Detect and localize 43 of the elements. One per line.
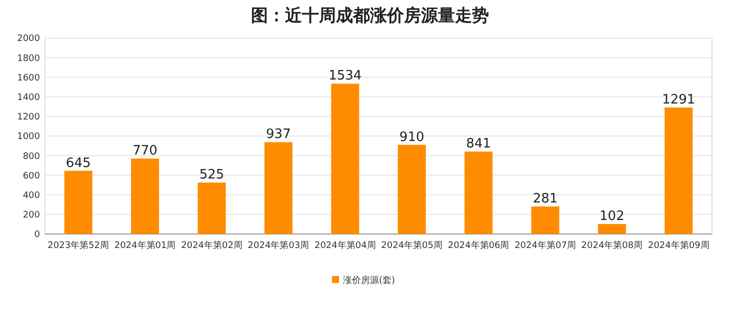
y-tick-label: 2000: [17, 34, 40, 44]
y-tick-label: 800: [22, 152, 40, 162]
chart-title: 图：近十周成都涨价房源量走势: [251, 6, 489, 26]
bar: [64, 170, 92, 234]
bar: [131, 158, 160, 234]
data-label: 910: [399, 130, 424, 145]
y-tick-label: 1400: [17, 92, 40, 103]
data-label: 937: [266, 127, 291, 142]
bar: [598, 224, 626, 234]
y-tick-label: 600: [22, 171, 40, 182]
data-label: 281: [532, 191, 558, 206]
y-tick-label: 1200: [17, 112, 40, 123]
x-tick-label: 2024年第05周: [381, 240, 443, 251]
x-tick-label: 2024年第07周: [514, 240, 576, 251]
data-label: 525: [199, 168, 224, 183]
bar: [464, 152, 493, 234]
x-tick-label: 2023年第52周: [48, 240, 110, 251]
data-label: 1534: [328, 68, 362, 84]
y-tick-label: 1600: [17, 73, 40, 84]
x-tick-label: 2024年第09周: [648, 240, 710, 251]
data-label: 645: [66, 156, 91, 171]
y-tick-label: 200: [22, 210, 40, 221]
y-tick-label: 1800: [17, 54, 40, 64]
bar: [264, 142, 292, 234]
x-tick-label: 2024年第02周: [181, 240, 242, 251]
y-tick-label: 0: [34, 230, 40, 240]
x-tick-label: 2024年第06周: [448, 240, 510, 251]
legend-label: 涨价房源(套): [343, 275, 396, 286]
y-tick-label: 1000: [17, 132, 40, 142]
bar: [398, 144, 426, 234]
x-tick-label: 2024年第08周: [581, 240, 643, 251]
x-tick-label: 2024年第01周: [114, 240, 176, 251]
bar: [664, 107, 693, 234]
x-tick-label: 2024年第03周: [248, 240, 310, 251]
bar: [198, 182, 226, 234]
data-label: 1291: [662, 92, 696, 108]
bar: [331, 84, 360, 234]
bar: [531, 206, 560, 234]
data-label: 770: [132, 144, 158, 159]
y-tick-label: 400: [22, 190, 40, 201]
x-tick-label: 2024年第04周: [314, 240, 376, 251]
data-label: 102: [600, 209, 624, 224]
data-label: 841: [466, 136, 491, 152]
